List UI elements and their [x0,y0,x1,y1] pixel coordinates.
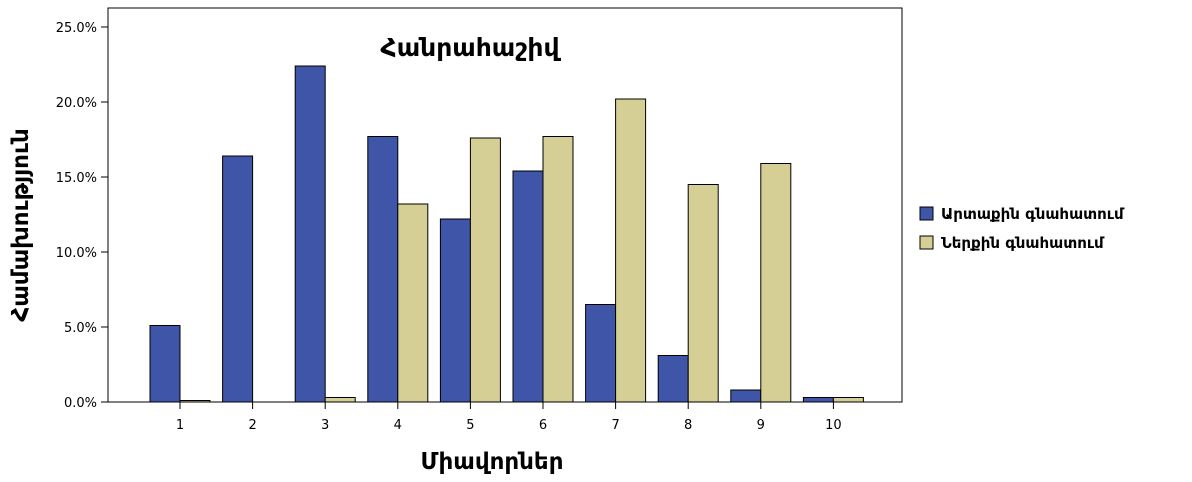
y-axis-title: Համախությյուն [8,128,34,322]
legend-swatch-external [919,206,934,221]
bar-internal-9 [760,163,792,403]
bar-internal-6 [542,136,574,403]
legend-label-internal: Ներքին գնահատում [941,234,1105,252]
x-tick-label: 9 [757,418,765,433]
bar-internal-10 [832,397,864,403]
legend-label-external: Արտաքին գնահատում [941,205,1125,223]
x-axis: 1 2 3 4 5 6 7 8 9 10 [108,401,902,433]
y-tick-label: 5.0% [64,321,97,336]
x-tick-label: 4 [394,418,402,433]
y-tick-label: 15.0% [56,171,97,186]
x-axis-title: Միավորներ [421,449,564,475]
y-tick-label: 20.0% [56,96,97,111]
bars-group [149,65,864,403]
x-tick-label: 5 [466,418,474,433]
bar-external-3 [294,65,326,403]
bar-external-6 [512,170,544,403]
x-tick-label: 3 [321,418,329,433]
bar-internal-4 [397,203,429,403]
x-tick-label: 6 [539,418,547,433]
bar-internal-5 [469,137,501,403]
x-tick-label: 10 [825,418,842,433]
bar-external-7 [585,304,617,403]
bar-internal-3 [324,397,356,403]
y-axis: 0.0% 5.0% 10.0% 15.0% 20.0% 25.0% [56,21,108,411]
bar-external-9 [730,389,762,403]
y-tick-label: 25.0% [56,21,97,36]
bar-internal-8 [687,184,719,403]
y-tick-label: 0.0% [64,396,97,411]
x-tick-label: 2 [248,418,256,433]
bar-external-1 [149,325,181,403]
bar-external-4 [367,136,399,403]
bar-internal-7 [615,98,647,403]
legend: Արտաքին գնահատում Ներքին գնահատում [919,205,1125,252]
x-tick-label: 1 [176,418,184,433]
chart-title: Հանրահաշիվ [380,33,561,62]
bar-external-2 [222,155,254,403]
bar-external-8 [657,355,689,403]
legend-swatch-internal [919,235,934,250]
bar-external-10 [802,397,834,403]
y-tick-label: 10.0% [56,246,97,261]
x-tick-label: 7 [611,418,619,433]
bar-external-5 [439,218,471,403]
x-tick-label: 8 [684,418,692,433]
